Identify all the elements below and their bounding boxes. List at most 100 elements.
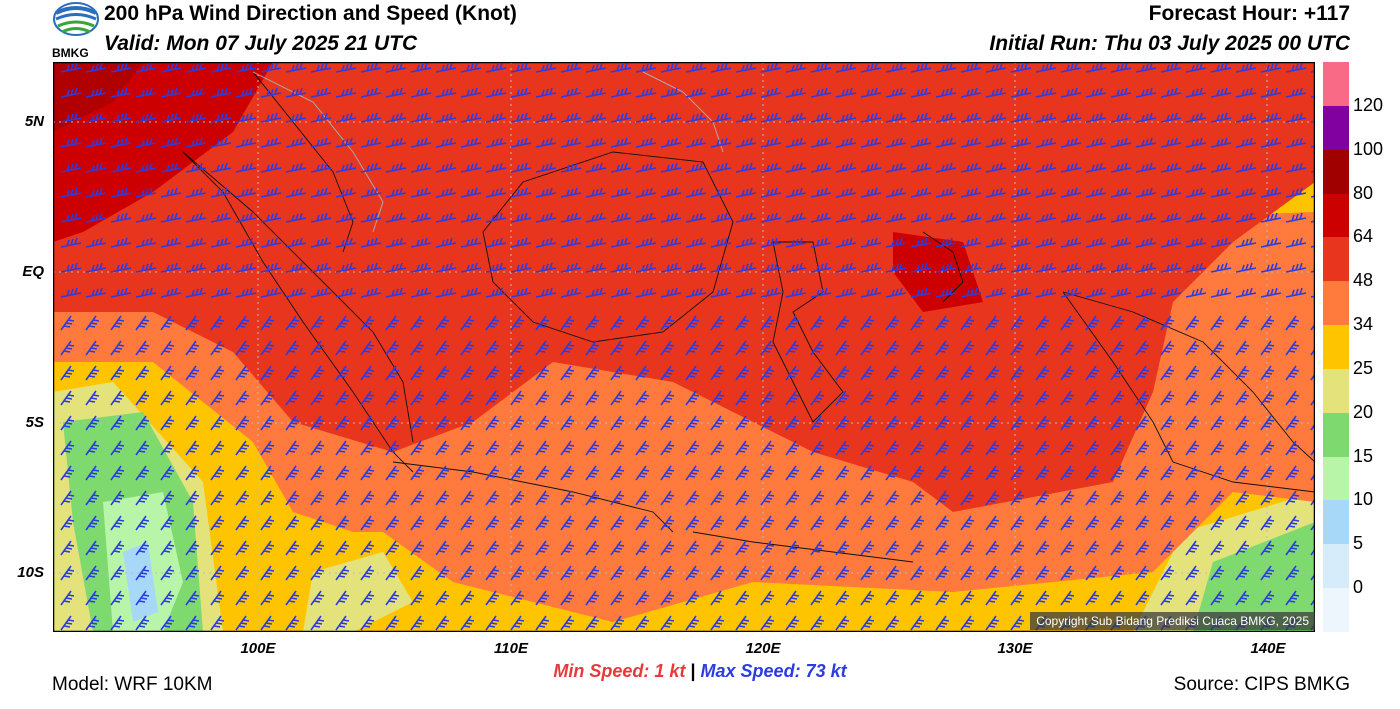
wind-barb [735,415,750,431]
wind-barb [235,212,257,223]
wind-barb [585,212,607,223]
wind-barb [410,287,432,298]
wind-barb [760,162,782,173]
wind-barb [1160,440,1175,456]
wind-barb [260,590,275,606]
wind-barb [1260,540,1275,556]
wind-barb [535,540,550,556]
wind-barb [685,62,707,73]
wind-barb [560,287,582,298]
wind-barb [1160,340,1175,356]
wind-barb [310,490,325,506]
wind-barb [160,287,182,298]
colorbar-label: 5 [1353,533,1364,554]
wind-barb [860,315,875,331]
wind-barb [85,540,100,556]
wind-barb [235,565,250,581]
wind-barb [460,137,482,148]
wind-barb [385,465,400,481]
wind-barb [1110,415,1125,431]
wind-barb [1210,390,1225,406]
wind-barb [110,287,132,298]
wind-barb [910,515,925,531]
wind-barb [310,287,332,298]
wind-barb [510,187,532,198]
wind-barb [385,237,407,248]
wind-barb [1210,62,1232,73]
wind-barb [485,187,507,198]
wind-barb [1110,137,1132,148]
wind-barb [110,187,132,198]
wind-barb [1260,490,1275,506]
wind-barb [485,540,500,556]
wind-barb [135,162,157,173]
wind-barb [1010,112,1032,123]
wind-barb [1035,162,1057,173]
wind-barb [760,415,775,431]
bmkg-logo [52,1,100,59]
wind-barb [535,237,557,248]
wind-barb [360,515,375,531]
wind-barb [560,365,575,381]
wind-barb [610,415,625,431]
wind-barb [160,87,182,98]
wind-barb [1285,540,1300,556]
wind-barb [335,615,350,631]
wind-barb [1185,187,1207,198]
wind-barb [60,162,82,173]
wind-barb [460,187,482,198]
wind-barb [1160,87,1182,98]
wind-barb [1185,440,1200,456]
wind-barb [910,212,932,223]
wind-barb [1010,315,1025,331]
wind-barb [885,237,907,248]
wind-barb [460,590,475,606]
wind-barb [685,415,700,431]
wind-barb [235,187,257,198]
wind-barb [535,315,550,331]
wind-barb [1060,112,1082,123]
wind-barb [85,162,107,173]
wind-barb [710,262,732,273]
wind-barb [1260,237,1282,248]
wind-barb [1185,62,1207,73]
wind-barb [460,212,482,223]
wind-barb [635,615,650,631]
wind-barb [1160,262,1182,273]
wind-barb [410,137,432,148]
wind-barb [1235,465,1250,481]
wind-barb [110,565,125,581]
wind-barb [660,287,682,298]
wind-barb [210,440,225,456]
wind-barb [1060,490,1075,506]
wind-barb [1135,287,1157,298]
wind-barb [560,262,582,273]
wind-barb [1060,440,1075,456]
wind-barb [135,112,157,123]
wind-barb [660,365,675,381]
wind-barb [910,187,932,198]
wind-barb [610,262,632,273]
wind-barb [1235,62,1257,73]
wind-map [52,61,1316,633]
wind-barb [960,565,975,581]
wind-barb [635,440,650,456]
wind-barb [585,440,600,456]
wind-barb [1035,187,1057,198]
wind-barb [535,212,557,223]
wind-barb [835,112,857,123]
wind-barb [835,87,857,98]
wind-barb [435,465,450,481]
wind-barb [685,390,700,406]
wind-barb [710,287,732,298]
lat-label-5n: 5N [24,113,44,130]
wind-barb [510,212,532,223]
wind-barb [1035,237,1057,248]
wind-barb [985,340,1000,356]
wind-barb [785,62,807,73]
wind-barb [60,415,75,431]
wind-barb [860,415,875,431]
wind-barb [410,87,432,98]
wind-barb [635,162,657,173]
wind-barb [860,137,882,148]
